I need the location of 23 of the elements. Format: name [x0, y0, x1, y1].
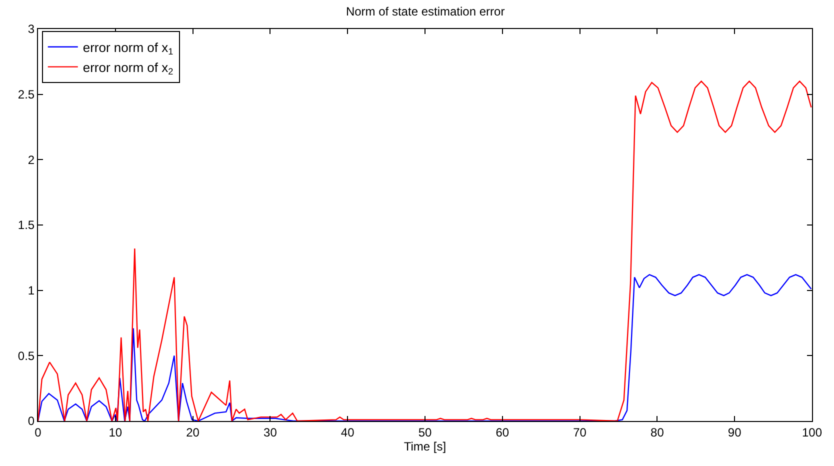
x-tick-label: 20	[186, 425, 200, 440]
x-axis-title: Time [s]	[404, 439, 446, 454]
y-tick-label: 1	[28, 284, 35, 298]
x-tick-label: 100	[802, 425, 822, 440]
x-tick-label: 30	[264, 425, 278, 440]
line-series	[38, 80, 812, 421]
x-tick-label: 60	[496, 425, 510, 440]
y-tick-label: 2.5	[18, 88, 35, 102]
x-tick-label: 80	[650, 425, 664, 440]
x-tick-label: 50	[418, 425, 432, 440]
legend-label: error norm of x$_{2}$	[82, 60, 174, 77]
legend-label: error norm of x$_{1}$	[82, 40, 174, 57]
chart-title: Norm of state estimation error	[346, 4, 505, 18]
y-tick-label: 1.5	[18, 218, 35, 232]
x-tick-label: 70	[573, 425, 587, 440]
x-tick-label: 90	[728, 425, 742, 440]
y-tick-label: 2	[28, 152, 35, 167]
y-tick-label: 0	[28, 414, 35, 428]
x-tick-label: 40	[340, 425, 355, 440]
x-tick-label: 10	[108, 425, 122, 440]
line-series	[38, 274, 812, 421]
y-tick-label: 3	[28, 22, 35, 36]
y-tick-label: 0.5	[18, 348, 35, 363]
